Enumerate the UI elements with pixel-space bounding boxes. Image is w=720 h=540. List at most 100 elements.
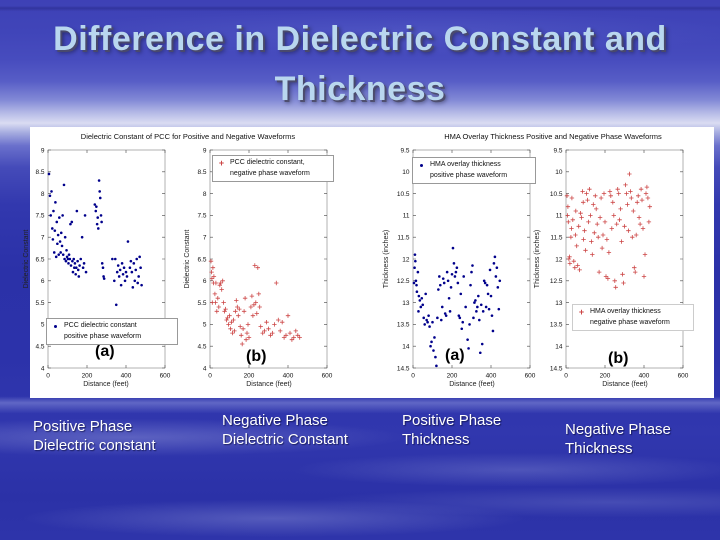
legend-marker-dot-icon xyxy=(51,321,60,331)
legend-marker-plus-icon: + xyxy=(218,158,225,168)
caption-line2: Dielectric Constant xyxy=(222,431,348,448)
svg-text:6.5: 6.5 xyxy=(197,256,206,263)
caption-negative-thickness: Negative Phase Thickness xyxy=(565,420,671,458)
svg-text:6: 6 xyxy=(203,278,207,285)
scatter-plot-positive-thickness: 0 200 400 600 9.5 10 10.5 11 11.5 12 12.5 13 13.5 14 1… xyxy=(397,147,536,380)
scatter-plot-negative-thickness: 0 200 400 600 9.5 10 10.5 11 11.5 12 12.5 13 13.5 14 1… xyxy=(550,147,689,380)
svg-text:9.5: 9.5 xyxy=(553,147,562,154)
svg-text:600: 600 xyxy=(160,373,171,380)
legend-text-line2: negative phase waveform xyxy=(590,318,670,326)
svg-text:5.5: 5.5 xyxy=(35,300,44,307)
subplot-label-b: (b) xyxy=(608,350,629,367)
caption-line2: Thickness xyxy=(565,440,633,457)
svg-text:600: 600 xyxy=(678,373,689,380)
caption-positive-dielectric: Positive Phase Dielectric constant xyxy=(33,417,156,455)
svg-text:14: 14 xyxy=(402,344,410,351)
svg-text:4: 4 xyxy=(203,365,207,372)
x-axis-label: Distance (feet) xyxy=(246,381,292,388)
legend-text-line2: positive phase waveform xyxy=(64,332,142,340)
svg-text:7.5: 7.5 xyxy=(35,213,44,220)
legend-text-line2: negative phase waveform xyxy=(230,169,310,177)
scatter-plot-negative-dielectric: 0 200 400 600 4 4.5 5 5.5 6 6.5 7 7.5 8 8.5 9 xyxy=(197,147,333,380)
svg-text:8.5: 8.5 xyxy=(35,169,44,176)
svg-text:14.5: 14.5 xyxy=(397,365,410,372)
y-axis-label: Dielectric Constant xyxy=(184,229,191,289)
svg-text:9.5: 9.5 xyxy=(400,147,409,154)
y-axis-label: Thickness (inches) xyxy=(383,229,390,289)
svg-text:200: 200 xyxy=(244,373,255,380)
svg-text:10: 10 xyxy=(402,169,410,176)
svg-text:200: 200 xyxy=(82,373,93,380)
svg-text:11: 11 xyxy=(556,213,563,220)
x-axis-label: Distance (feet) xyxy=(602,381,648,388)
svg-text:5: 5 xyxy=(203,322,207,329)
caption-line1: Negative Phase xyxy=(222,412,328,429)
slide-title: Difference in Dielectric Constant and Th… xyxy=(0,14,720,114)
caption-line2: Dielectric constant xyxy=(33,437,156,454)
svg-text:0: 0 xyxy=(208,373,212,380)
svg-text:10.5: 10.5 xyxy=(397,191,410,198)
svg-text:0: 0 xyxy=(411,373,415,380)
y-axis-label: Thickness (inches) xyxy=(534,229,541,289)
svg-text:8: 8 xyxy=(203,191,207,198)
legend-text-line2: positive phase waveform xyxy=(430,171,508,179)
subplot-label-b: (b) xyxy=(246,348,267,365)
legend-box: PCC dielectric constant positive phase w… xyxy=(46,318,178,345)
svg-text:12.5: 12.5 xyxy=(397,278,410,285)
slide-title-line1: Difference in Dielectric Constant and xyxy=(53,20,667,58)
subplot-label-a: (a) xyxy=(95,343,115,360)
svg-text:12: 12 xyxy=(402,256,410,263)
svg-text:10: 10 xyxy=(555,169,563,176)
svg-text:9: 9 xyxy=(203,147,207,154)
svg-text:12: 12 xyxy=(555,256,563,263)
legend-text-line1: PCC dielectric constant, xyxy=(230,159,305,166)
svg-text:11.5: 11.5 xyxy=(550,235,563,242)
svg-text:13: 13 xyxy=(402,300,410,307)
svg-text:0: 0 xyxy=(46,373,50,380)
svg-text:14.5: 14.5 xyxy=(550,365,563,372)
svg-text:4.5: 4.5 xyxy=(197,344,206,351)
svg-text:6.5: 6.5 xyxy=(35,256,44,263)
svg-text:4: 4 xyxy=(41,365,45,372)
caption-negative-dielectric: Negative Phase Dielectric Constant xyxy=(222,411,348,449)
svg-text:600: 600 xyxy=(322,373,333,380)
svg-text:400: 400 xyxy=(639,373,650,380)
svg-text:13: 13 xyxy=(555,300,563,307)
svg-text:6: 6 xyxy=(41,278,45,285)
svg-text:9: 9 xyxy=(41,147,45,154)
legend-marker-plus-icon: + xyxy=(578,307,585,317)
svg-text:400: 400 xyxy=(283,373,294,380)
svg-text:7.5: 7.5 xyxy=(197,213,206,220)
subplot-label-a: (a) xyxy=(445,347,465,364)
svg-text:200: 200 xyxy=(600,373,611,380)
y-axis-label: Dielectric Constant xyxy=(23,229,30,289)
svg-text:5: 5 xyxy=(41,322,45,329)
caption-positive-thickness: Positive Phase Thickness xyxy=(402,411,501,449)
chart-group-title-thickness: HMA Overlay Thickness Positive and Negat… xyxy=(444,132,662,141)
legend-box: + HMA overlay thickness negative phase w… xyxy=(572,304,694,331)
svg-text:200: 200 xyxy=(447,373,458,380)
charts-panel xyxy=(30,127,714,398)
x-axis-label: Distance (feet) xyxy=(83,381,129,388)
svg-text:0: 0 xyxy=(564,373,568,380)
legend-text-line1: HMA overlay thickness xyxy=(430,161,501,168)
caption-line1: Negative Phase xyxy=(565,421,671,438)
caption-line1: Positive Phase xyxy=(402,412,502,429)
legend-text-line1: HMA overlay thickness xyxy=(590,308,661,315)
svg-text:7: 7 xyxy=(203,235,207,242)
svg-text:11.5: 11.5 xyxy=(397,235,410,242)
svg-text:400: 400 xyxy=(121,373,132,380)
svg-text:400: 400 xyxy=(486,373,497,380)
caption-line2: Thickness xyxy=(402,431,470,448)
legend-marker-dot-icon xyxy=(417,160,426,170)
x-axis-label: Distance (feet) xyxy=(449,381,495,388)
svg-text:12.5: 12.5 xyxy=(550,278,563,285)
chart-group-title-dielectric: Dielectric Constant of PCC for Positive … xyxy=(80,132,296,141)
svg-text:7: 7 xyxy=(41,235,45,242)
svg-text:8.5: 8.5 xyxy=(197,169,206,176)
legend-box: + PCC dielectric constant, negative phas… xyxy=(212,155,334,182)
svg-text:5.5: 5.5 xyxy=(197,300,206,307)
svg-text:11: 11 xyxy=(403,213,410,220)
svg-text:4.5: 4.5 xyxy=(35,344,44,351)
legend-box: HMA overlay thickness positive phase wav… xyxy=(412,157,536,184)
